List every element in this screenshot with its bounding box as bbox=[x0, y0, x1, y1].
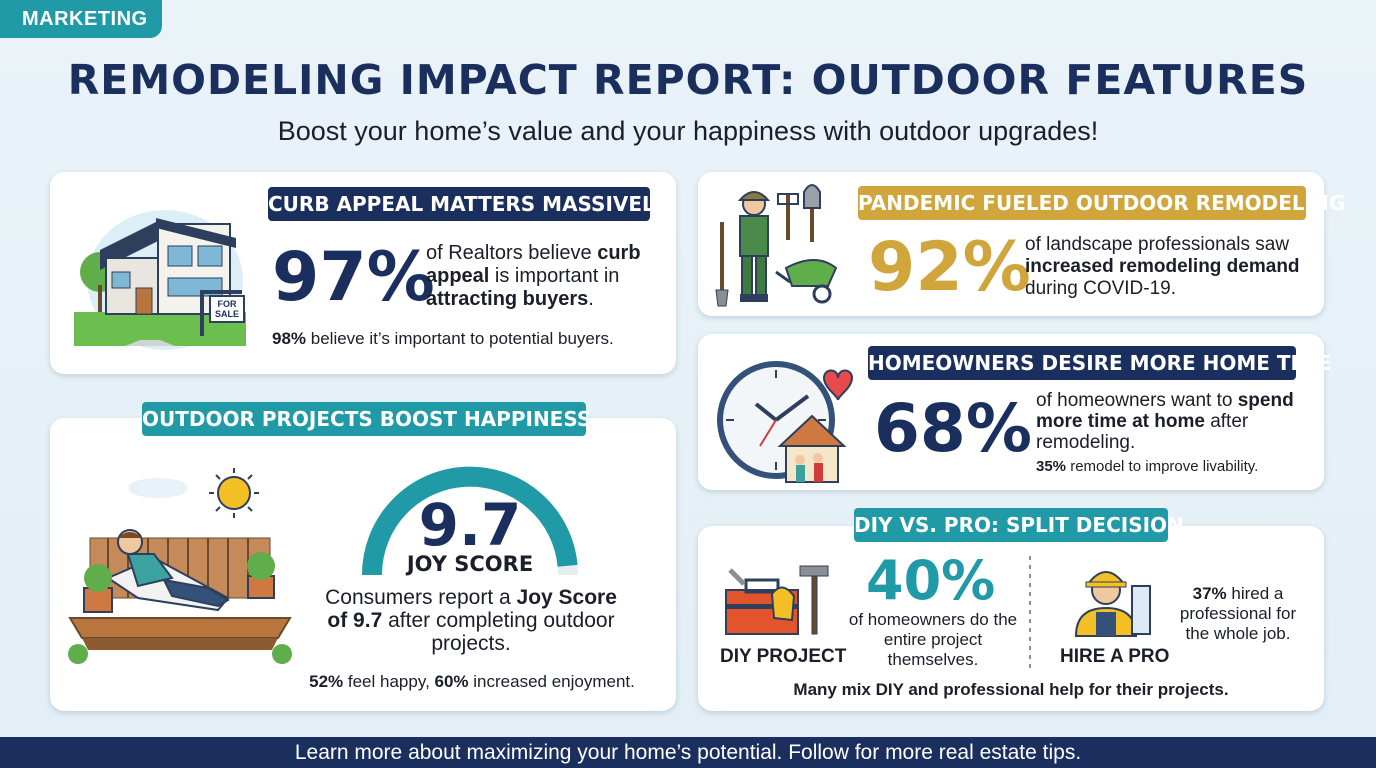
diy-pro-heading: DIY VS. PRO: SPLIT DECISION bbox=[854, 508, 1184, 542]
curb-appeal-heading: CURB APPEAL MATTERS MASSIVELY bbox=[268, 187, 666, 221]
contractor-icon bbox=[1074, 571, 1151, 637]
joy-score-text: Consumers report a Joy Score of 9.7 afte… bbox=[325, 586, 617, 655]
curb-appeal-stat: 97% bbox=[272, 238, 435, 317]
happiness-subtext: 52% feel happy, 60% increased enjoyment. bbox=[309, 672, 635, 691]
home-time-stat: 68% bbox=[874, 390, 1032, 467]
curb-appeal-subtext: 98% believe it’s important to potential … bbox=[272, 329, 614, 348]
joy-score-label: JOY SCORE bbox=[406, 552, 534, 576]
diy-pro-footnote: Many mix DIY and professional help for t… bbox=[793, 680, 1229, 699]
diy-stat: 40% bbox=[866, 549, 996, 612]
pandemic-heading: PANDEMIC FUELED OUTDOOR REMODELING bbox=[858, 186, 1345, 220]
footer-banner: Learn more about maximizing your home’s … bbox=[0, 737, 1376, 768]
diy-stat-text: of homeowners do the entire project them… bbox=[848, 610, 1018, 669]
pandemic-text: of landscape professionals saw increased… bbox=[1025, 234, 1300, 299]
page-title: REMODELING IMPACT REPORT: OUTDOOR FEATUR… bbox=[67, 56, 1309, 104]
joy-score-gauge bbox=[361, 466, 578, 576]
clock-house-icon bbox=[717, 361, 854, 483]
for-sale-sign-text: FOR SALE bbox=[214, 299, 239, 319]
category-tag: MARKETING bbox=[0, 0, 162, 38]
for-sale-sign-icon bbox=[200, 290, 245, 336]
joy-score-value: 9.7 bbox=[418, 491, 522, 559]
relaxing-deck-icon bbox=[68, 468, 292, 664]
diy-pro-card: DIY VS. PRO: SPLIT DECISION DIY PROJECT … bbox=[698, 508, 1324, 711]
diy-label: DIY PROJECT bbox=[720, 646, 847, 667]
toolbox-icon bbox=[725, 565, 829, 635]
home-time-subtext: 35% remodel to improve livability. bbox=[1036, 458, 1259, 475]
happiness-card: OUTDOOR PROJECTS BOOST HAPPINESS 9.7 JOY… bbox=[50, 402, 676, 711]
happiness-heading: OUTDOOR PROJECTS BOOST HAPPINESS bbox=[142, 402, 591, 436]
pandemic-card: PANDEMIC FUELED OUTDOOR REMODELING 92% o… bbox=[698, 172, 1345, 316]
pro-label: HIRE A PRO bbox=[1060, 646, 1170, 667]
pro-text: 37% hired a professional for the whole j… bbox=[1179, 584, 1297, 643]
home-time-heading: HOMEOWNERS DESIRE MORE HOME TIME bbox=[868, 346, 1332, 380]
curb-appeal-text: of Realtors believe curb appeal is impor… bbox=[426, 242, 641, 310]
home-time-text: of homeowners want to spend more time at… bbox=[1036, 390, 1294, 453]
gardener-icon bbox=[715, 184, 838, 307]
pandemic-stat: 92% bbox=[868, 228, 1031, 307]
page-subtitle: Boost your home’s value and your happine… bbox=[277, 116, 1099, 146]
home-time-card: HOMEOWNERS DESIRE MORE HOME TIME 68% of … bbox=[698, 334, 1332, 490]
curb-appeal-card: FOR SALE CURB APPEAL MATTERS MASSIVELY 9… bbox=[50, 172, 676, 374]
divider bbox=[1029, 556, 1031, 668]
